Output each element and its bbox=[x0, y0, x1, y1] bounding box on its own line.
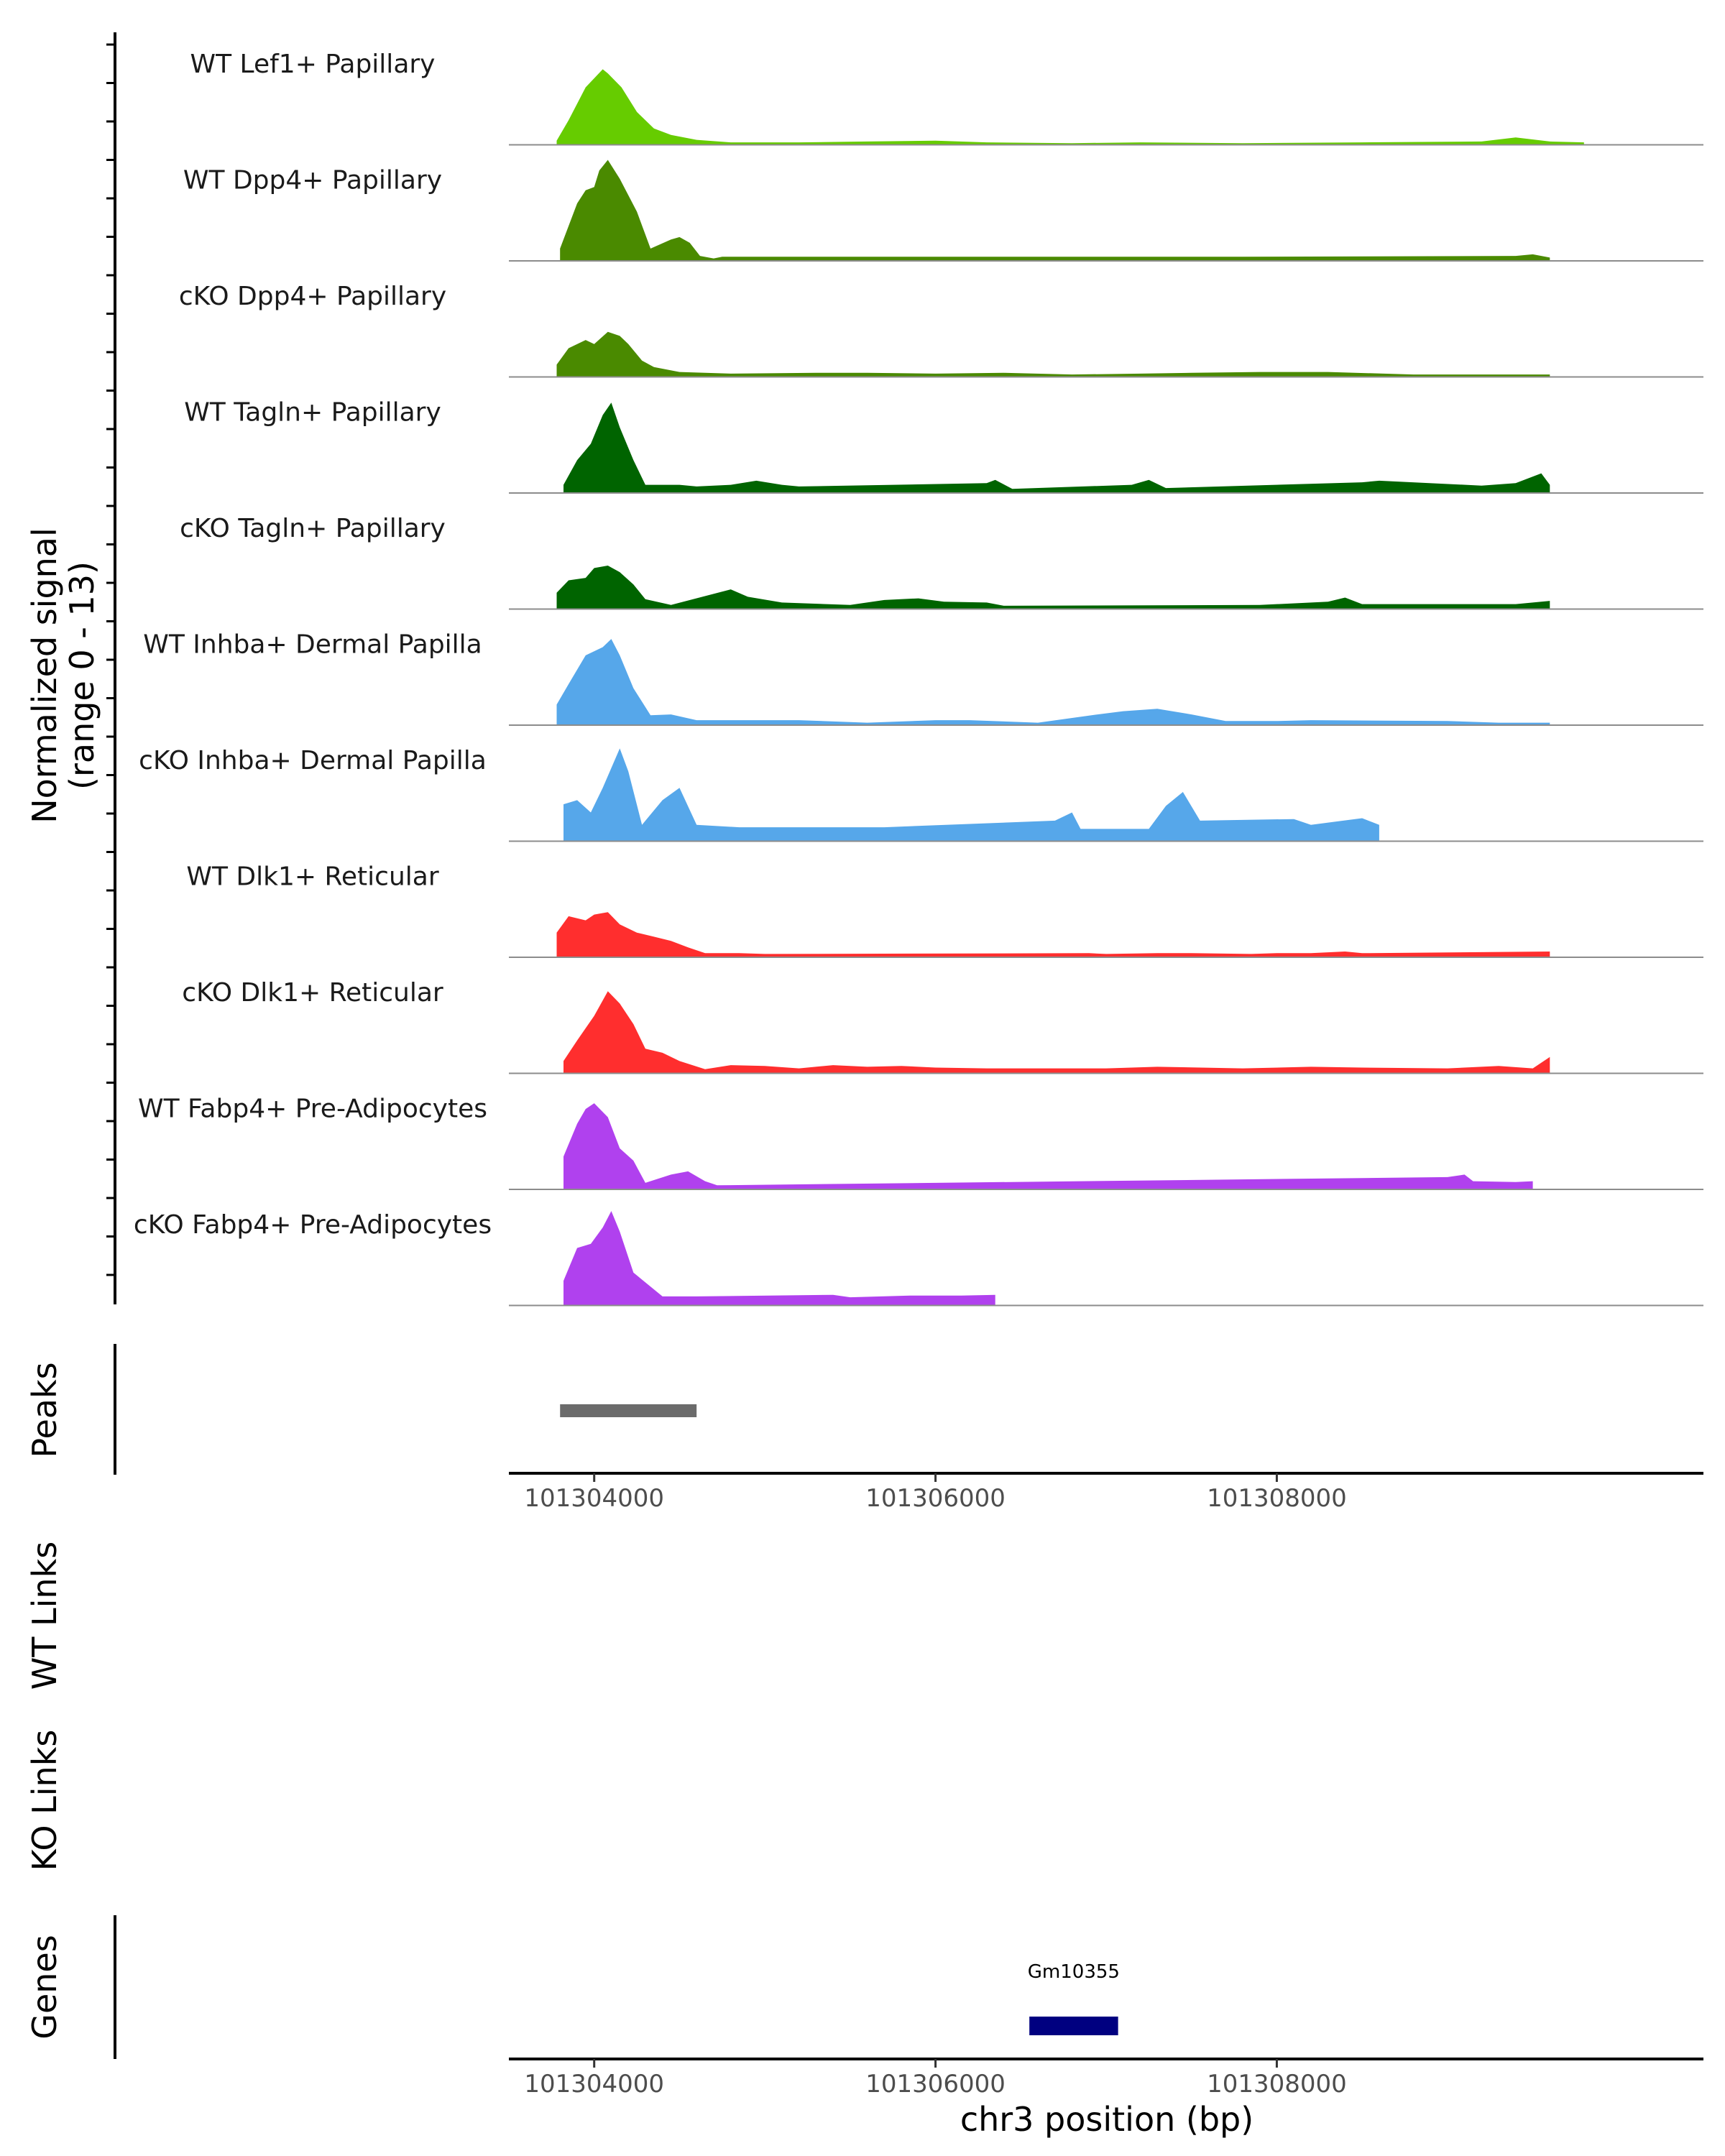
peaks-layer bbox=[560, 1404, 697, 1417]
track-wt-dpp4-papillary: WT Dpp4+ Papillary bbox=[183, 160, 1703, 262]
x-tick-label: 101308000 bbox=[1207, 1484, 1347, 1513]
coverage-area bbox=[560, 160, 1550, 261]
peaks-x-axis: 101304000 101306000 101308000 bbox=[524, 1473, 1347, 1513]
x-tick-label: 101308000 bbox=[1207, 2070, 1347, 2099]
wt-links-panel-title: WT Links bbox=[25, 1542, 64, 1690]
track-cko-tagln-papillary: cKO Tagln+ Papillary bbox=[180, 514, 1703, 610]
track-wt-lef1-papillary: WT Lef1+ Papillary bbox=[190, 50, 1703, 146]
track-label: cKO Tagln+ Papillary bbox=[180, 514, 446, 543]
track-cko-inhba-dermal-papilla: cKO Inhba+ Dermal Papilla bbox=[139, 746, 1703, 842]
track-label: WT Tagln+ Papillary bbox=[184, 398, 441, 428]
track-label: cKO Inhba+ Dermal Papilla bbox=[139, 746, 487, 775]
track-label: cKO Dpp4+ Papillary bbox=[179, 282, 446, 311]
y-axis-subtitle: (range 0 - 13) bbox=[63, 561, 101, 790]
y-axis-title: Normalized signal bbox=[25, 528, 64, 824]
peaks-panel-title: Peaks bbox=[25, 1362, 64, 1457]
x-tick-label: 101306000 bbox=[865, 2070, 1006, 2099]
coverage-tracks: WT Lef1+ Papillary WT Dpp4+ Papillary cKO … bbox=[134, 50, 1703, 1307]
coverage-area bbox=[564, 1103, 1533, 1189]
coverage-area bbox=[556, 912, 1550, 957]
genes-x-axis: 101304000 101306000 101308000 bbox=[524, 2059, 1347, 2099]
track-label: WT Dpp4+ Papillary bbox=[183, 166, 442, 195]
coverage-area bbox=[564, 991, 1550, 1074]
peak-bar bbox=[560, 1404, 697, 1417]
coverage-area bbox=[556, 566, 1550, 609]
track-label: WT Inhba+ Dermal Papilla bbox=[143, 630, 482, 660]
coverage-area bbox=[564, 402, 1550, 493]
track-cko-dpp4-papillary: cKO Dpp4+ Papillary bbox=[179, 282, 1703, 378]
coverage-area bbox=[564, 748, 1379, 842]
track-cko-dlk1-reticular: cKO Dlk1+ Reticular bbox=[182, 978, 1703, 1074]
x-tick-label: 101306000 bbox=[865, 1484, 1006, 1513]
track-wt-inhba-dermal-papilla: WT Inhba+ Dermal Papilla bbox=[143, 630, 1703, 726]
coverage-area bbox=[556, 639, 1550, 725]
gene-body bbox=[1029, 2017, 1118, 2035]
track-cko-fabp4-pre-adipocytes: cKO Fabp4+ Pre-Adipocytes bbox=[134, 1210, 1703, 1307]
coverage-area bbox=[556, 69, 1584, 145]
genes-panel-title: Genes bbox=[25, 1935, 64, 2039]
ko-links-panel-title: KO Links bbox=[25, 1730, 64, 1871]
track-wt-tagln-papillary: WT Tagln+ Papillary bbox=[184, 398, 1703, 494]
track-wt-dlk1-reticular: WT Dlk1+ Reticular bbox=[186, 862, 1703, 958]
coverage-y-ticks bbox=[106, 43, 115, 1276]
gene-name-label: Gm10355 bbox=[1028, 1961, 1120, 1983]
coverage-area bbox=[564, 1211, 995, 1306]
track-label: cKO Dlk1+ Reticular bbox=[182, 978, 443, 1008]
track-label: WT Fabp4+ Pre-Adipocytes bbox=[138, 1095, 487, 1124]
track-label: WT Lef1+ Papillary bbox=[190, 50, 436, 79]
x-axis-title: chr3 position (bp) bbox=[960, 2100, 1254, 2139]
genes-layer: Gm10355 bbox=[1028, 1961, 1120, 2035]
x-tick-label: 101304000 bbox=[524, 2070, 664, 2099]
track-label: WT Dlk1+ Reticular bbox=[186, 862, 438, 892]
x-tick-label: 101304000 bbox=[524, 1484, 664, 1513]
track-wt-fabp4-pre-adipocytes: WT Fabp4+ Pre-Adipocytes bbox=[138, 1095, 1703, 1190]
coverage-area bbox=[556, 331, 1550, 377]
track-label: cKO Fabp4+ Pre-Adipocytes bbox=[134, 1210, 492, 1240]
